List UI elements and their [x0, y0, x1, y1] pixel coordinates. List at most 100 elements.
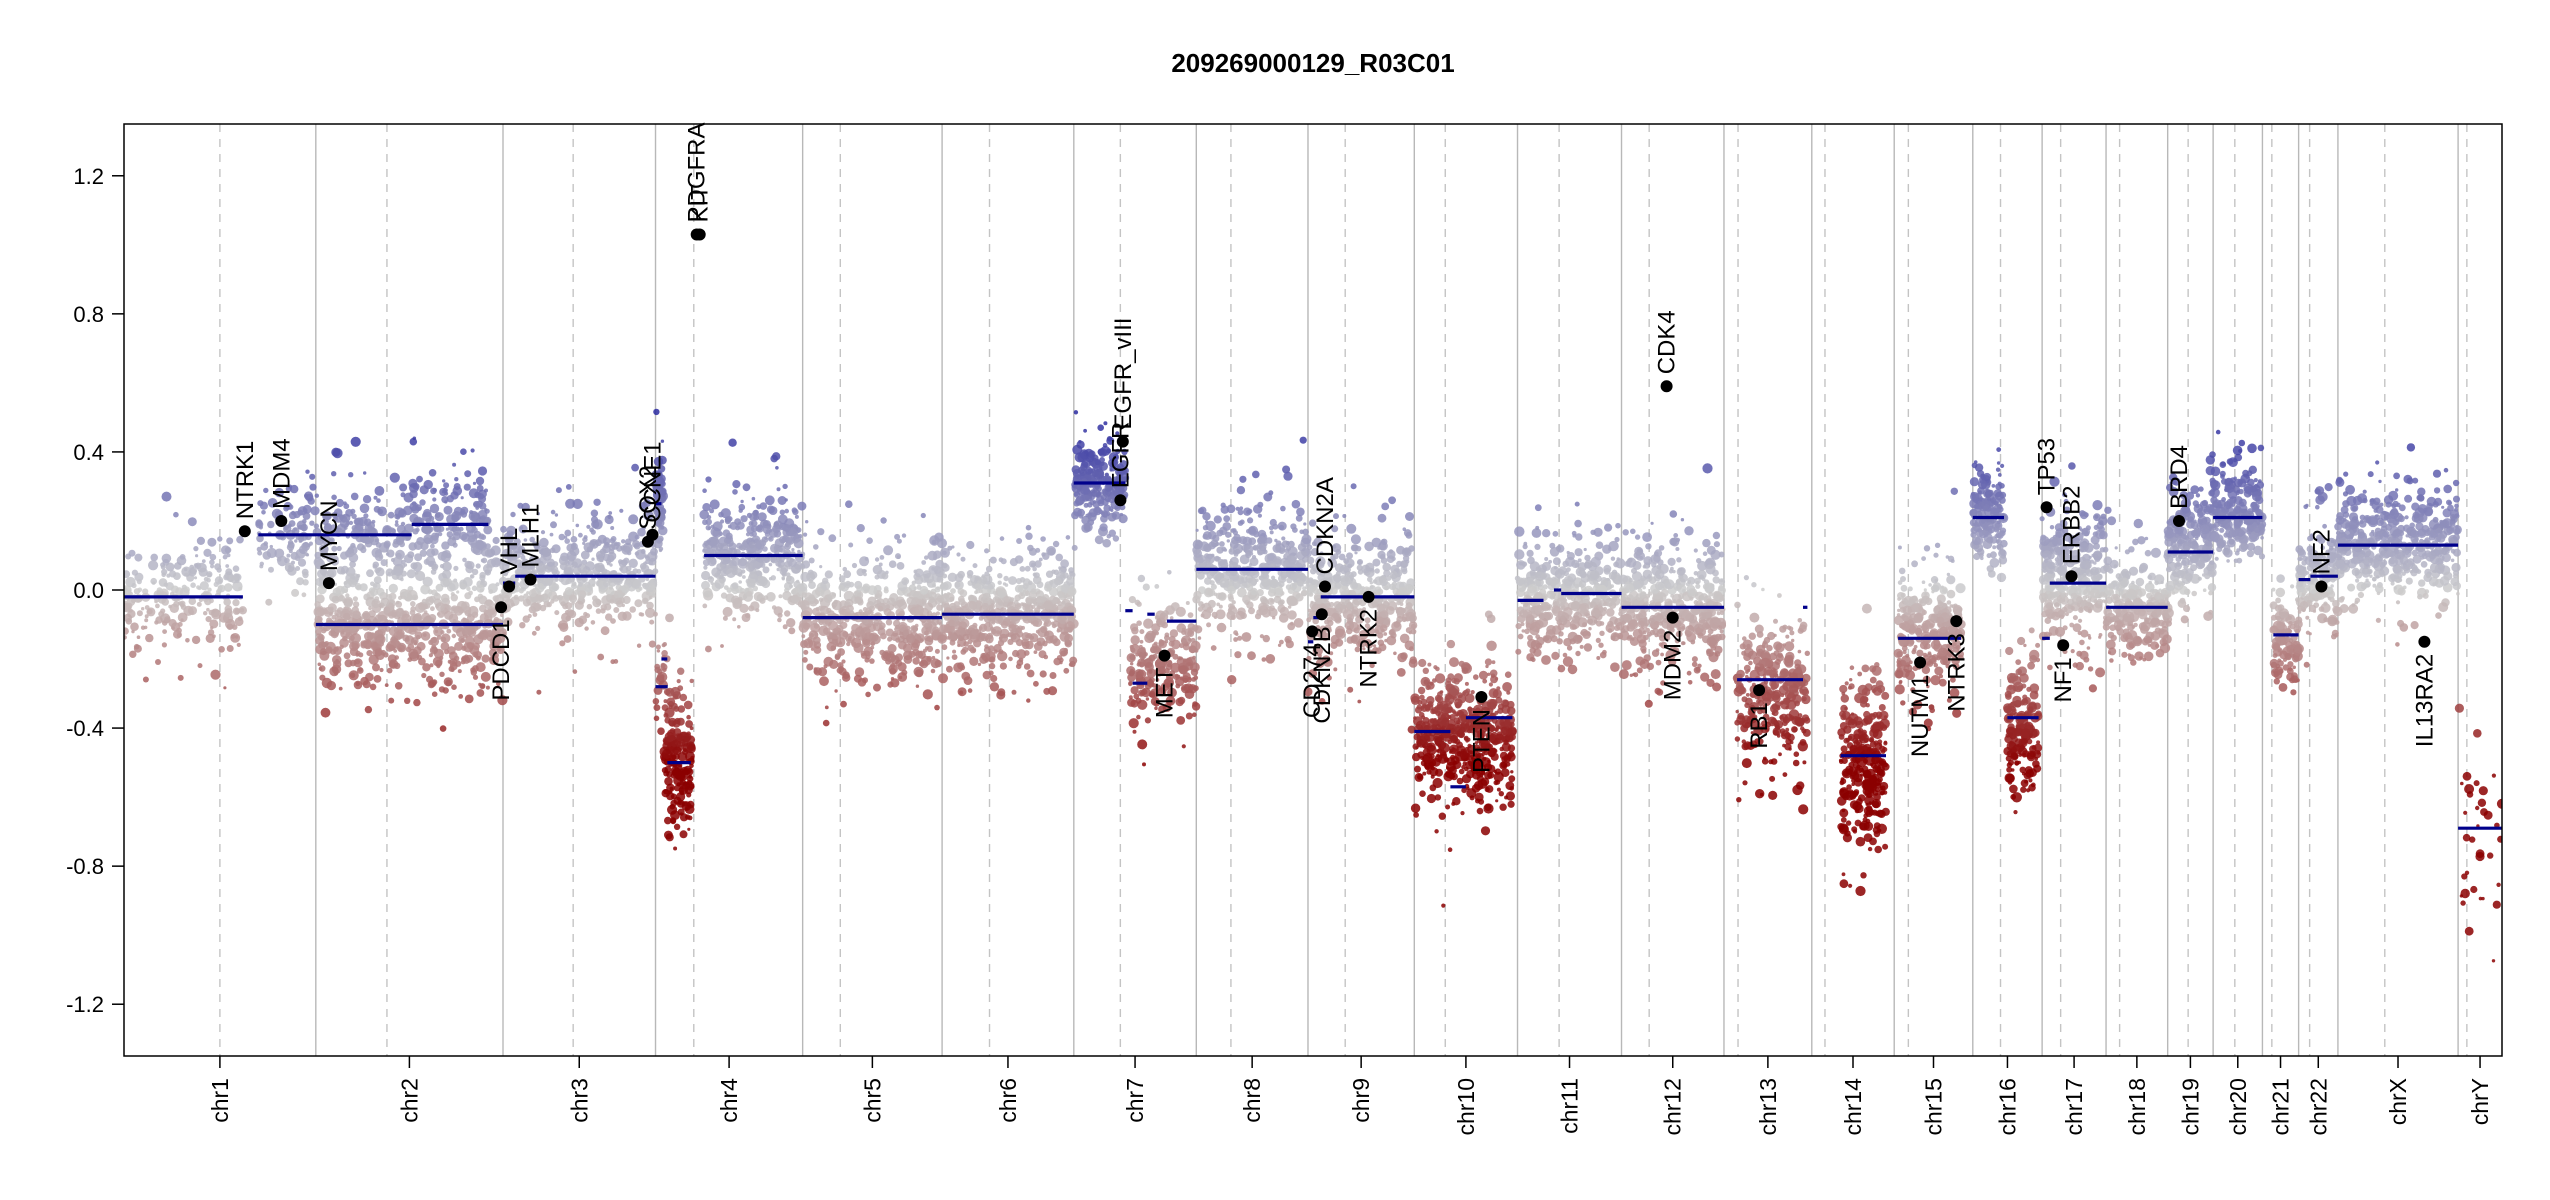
probe-point	[989, 556, 997, 564]
probe-point	[1281, 536, 1286, 541]
probe-point	[1000, 620, 1009, 629]
probe-point	[1411, 585, 1416, 590]
probe-point	[480, 578, 485, 583]
probe-point	[413, 640, 418, 644]
probe-point	[638, 586, 643, 591]
probe-point	[1178, 665, 1189, 675]
probe-point	[1381, 502, 1390, 511]
probe-point	[1169, 616, 1174, 620]
probe-point	[124, 613, 132, 623]
probe-point	[817, 528, 825, 536]
probe-point	[738, 580, 742, 584]
probe-point	[922, 570, 932, 579]
probe-point	[644, 554, 649, 559]
probe-point	[175, 587, 184, 596]
probe-point	[161, 598, 169, 606]
probe-point	[207, 587, 212, 592]
probe-point	[1239, 475, 1247, 483]
probe-point	[617, 611, 627, 621]
probe-point	[370, 641, 380, 651]
probe-point	[621, 539, 626, 544]
probe-point	[530, 602, 541, 613]
probe-point	[161, 572, 166, 578]
probe-point	[327, 603, 337, 613]
probe-point	[685, 814, 691, 820]
probe-point	[586, 524, 591, 529]
probe-point	[574, 617, 584, 628]
probe-point	[779, 509, 785, 515]
probe-point	[331, 552, 336, 557]
probe-point	[1068, 567, 1075, 574]
probe-point	[988, 662, 996, 670]
probe-point	[1409, 646, 1414, 652]
probe-point	[853, 674, 862, 683]
probe-point	[488, 648, 497, 657]
probe-point	[674, 763, 683, 772]
probe-point	[549, 547, 556, 554]
probe-point	[629, 606, 636, 613]
probe-point	[591, 557, 595, 561]
probe-point	[325, 646, 333, 653]
probe-point	[1287, 555, 1297, 565]
probe-point	[408, 542, 417, 551]
probe-point	[706, 539, 711, 544]
probe-point	[718, 511, 724, 518]
probe-point	[1256, 589, 1264, 597]
probe-point	[143, 625, 148, 630]
probe-point	[440, 593, 450, 603]
probe-point	[938, 673, 948, 684]
probe-point	[177, 621, 183, 627]
probe-point	[435, 527, 442, 533]
probe-point	[374, 648, 382, 656]
probe-point	[429, 503, 440, 514]
probe-point	[1182, 627, 1186, 632]
probe-point	[873, 619, 879, 624]
probe-point	[922, 689, 933, 700]
probe-point	[1139, 629, 1145, 635]
probe-point	[902, 629, 909, 636]
probe-point	[768, 562, 773, 567]
probe-point	[1283, 471, 1293, 481]
probe-point	[434, 511, 444, 522]
probe-point	[295, 566, 301, 571]
probe-point	[924, 636, 934, 646]
probe-point	[137, 587, 143, 593]
probe-point	[1307, 608, 1312, 613]
probe-point	[339, 644, 344, 649]
probe-point	[990, 674, 998, 683]
probe-point	[1005, 633, 1010, 637]
probe-point	[330, 557, 339, 566]
probe-point	[353, 680, 363, 690]
probe-point	[134, 553, 143, 562]
probe-point	[461, 656, 467, 663]
probe-point	[265, 598, 273, 606]
probe-point	[443, 677, 453, 687]
probe-point	[567, 559, 574, 566]
probe-point	[585, 561, 595, 571]
probe-point	[286, 553, 291, 558]
probe-point	[649, 619, 655, 625]
probe-point	[1083, 522, 1093, 532]
probe-point	[1060, 559, 1069, 569]
probe-point	[266, 547, 277, 559]
probe-point	[847, 637, 852, 642]
probe-point	[403, 563, 408, 567]
probe-point	[770, 575, 776, 581]
probe-point	[725, 532, 733, 540]
probe-point	[394, 522, 399, 527]
probe-point	[360, 676, 369, 686]
probe-point	[368, 536, 375, 543]
probe-point	[677, 705, 686, 713]
probe-point	[183, 586, 190, 593]
probe-point	[453, 483, 461, 490]
probe-point	[438, 532, 443, 537]
probe-point	[207, 572, 212, 578]
probe-point	[718, 531, 724, 537]
probe-point	[599, 558, 604, 563]
probe-point	[806, 663, 814, 671]
probe-point	[979, 634, 983, 638]
probe-point	[840, 700, 847, 708]
probe-point	[883, 608, 892, 616]
probe-point	[1232, 530, 1238, 536]
